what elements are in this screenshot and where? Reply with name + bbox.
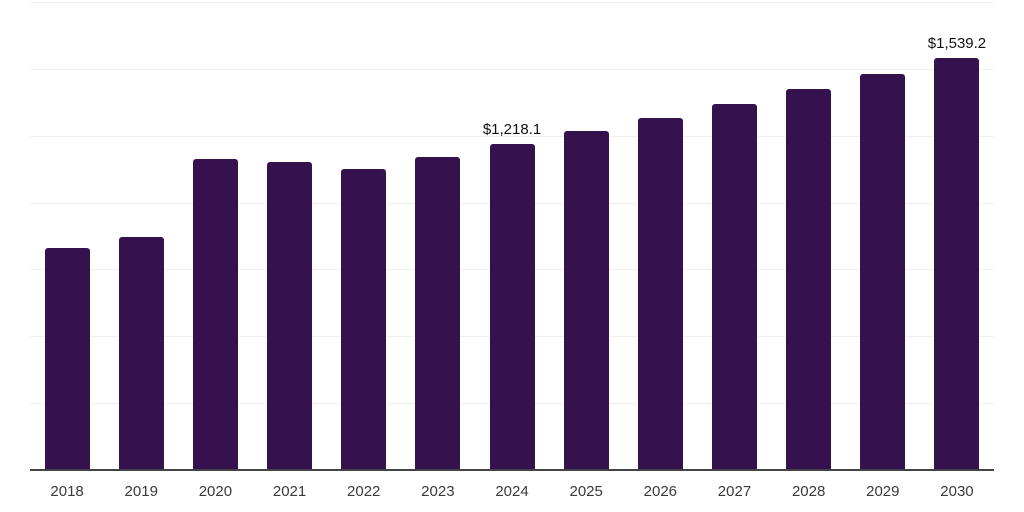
x-tick-label-2024: 2024 (495, 483, 529, 500)
bar-slot-2020 (178, 2, 252, 470)
bar-2021[interactable] (267, 161, 313, 470)
bar-2024[interactable] (489, 144, 535, 470)
x-tick-label-2023: 2023 (421, 483, 455, 500)
data-label-2030: $1,539.2 (927, 35, 987, 53)
x-tick-label-2025: 2025 (569, 483, 603, 500)
bar-slot-2027 (697, 2, 771, 470)
bar-2020[interactable] (192, 159, 238, 470)
x-axis-labels: 2018 2019 2020 2021 2022 2023 2024 2025 2026 2027… (30, 484, 994, 499)
x-tick-label-2018: 2018 (50, 483, 84, 500)
gridline-1750 (30, 2, 994, 3)
bar-slot-2023 (401, 2, 475, 470)
plot-area: $1,218.1 $1,539.2 (30, 2, 994, 470)
bar-slot-2025 (549, 2, 623, 470)
x-tick-label-2021: 2021 (272, 483, 307, 500)
bar-slot-2022 (327, 2, 401, 470)
bar-slot-2018 (30, 2, 104, 470)
bar-slot-2030: $1,539.2 (920, 2, 994, 470)
bar-slot-2028 (772, 2, 846, 470)
bar-2029[interactable] (860, 74, 906, 470)
bar-2023[interactable] (415, 156, 461, 470)
bar-2019[interactable] (118, 236, 164, 470)
x-tick-label-2026: 2026 (643, 483, 678, 500)
x-tick-label-2020: 2020 (198, 483, 233, 500)
bar-slot-2024: $1,218.1 (475, 2, 549, 470)
bar-2025[interactable] (563, 131, 609, 470)
bar-2026[interactable] (637, 117, 683, 470)
gridline-1500 (30, 68, 994, 70)
bar-2027[interactable] (711, 103, 757, 470)
x-tick-label-2019: 2019 (124, 483, 158, 500)
bar-2030[interactable] (934, 58, 980, 470)
bar-slot-2021 (252, 2, 326, 470)
bar-2022[interactable] (341, 168, 387, 470)
x-tick-label-2022: 2022 (347, 483, 381, 500)
gridline-1250 (30, 135, 994, 137)
bars-row: $1,218.1 $1,539.2 (30, 2, 994, 470)
x-tick-label-2030: 2030 (940, 483, 974, 500)
x-axis-line (30, 469, 994, 471)
x-tick-label-2028: 2028 (791, 483, 826, 500)
bar-slot-2029 (846, 2, 920, 470)
x-tick-label-2027: 2027 (717, 483, 752, 500)
x-tick-label-2029: 2029 (866, 483, 900, 500)
bar-2028[interactable] (786, 89, 832, 470)
bar-slot-2019 (104, 2, 178, 470)
bar-2018[interactable] (44, 247, 90, 470)
bar-slot-2026 (623, 2, 697, 470)
data-label-2024: $1,218.1 (482, 121, 542, 139)
